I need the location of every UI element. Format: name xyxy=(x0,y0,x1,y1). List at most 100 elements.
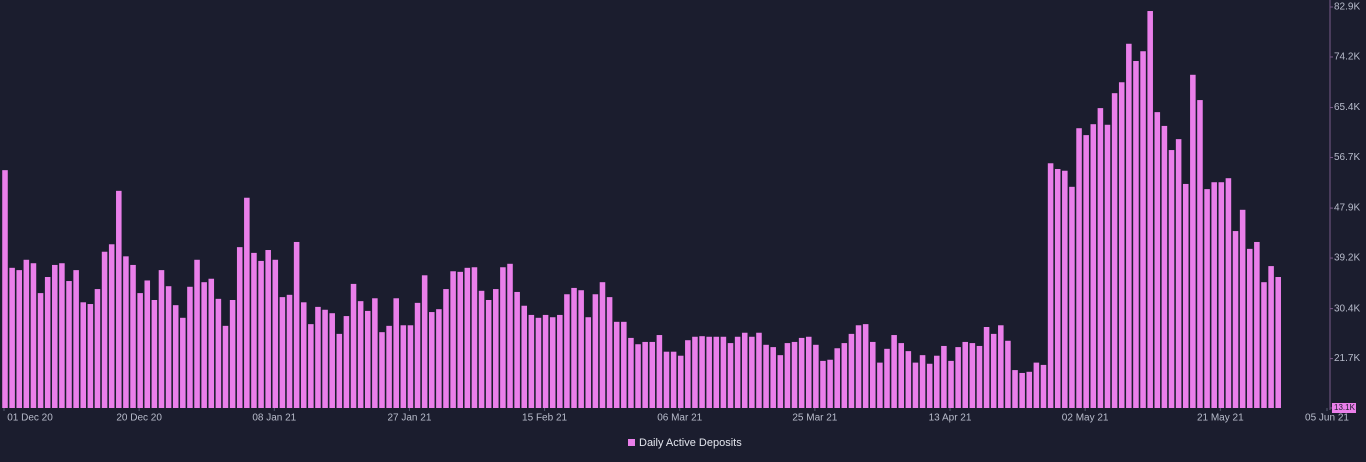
bar xyxy=(229,299,236,408)
bar xyxy=(1190,74,1196,408)
bar xyxy=(400,325,407,408)
y-tick-label: 21.7K xyxy=(1334,353,1360,364)
bar xyxy=(1062,170,1068,408)
bar xyxy=(123,256,129,408)
bar xyxy=(1118,82,1125,409)
bar xyxy=(44,277,51,408)
bar xyxy=(628,337,634,408)
bar xyxy=(720,336,727,408)
bar xyxy=(756,332,762,408)
bar xyxy=(201,282,207,408)
bar xyxy=(1076,128,1082,409)
bar xyxy=(1225,178,1232,408)
bar xyxy=(372,298,378,408)
y-tick-highlight xyxy=(1332,403,1356,413)
bar xyxy=(421,275,428,408)
bar xyxy=(1104,124,1111,408)
bar xyxy=(1033,362,1040,408)
bar xyxy=(151,299,158,408)
bar xyxy=(962,341,969,408)
bar xyxy=(300,302,307,408)
bar xyxy=(236,247,243,408)
bar xyxy=(592,294,599,408)
bar xyxy=(1275,277,1281,408)
bar xyxy=(820,360,826,408)
bar xyxy=(265,250,271,408)
y-tick-label: 47.9K xyxy=(1334,203,1360,214)
bar xyxy=(1246,248,1253,408)
bar xyxy=(23,259,30,408)
bar xyxy=(713,336,720,408)
bar xyxy=(471,267,478,408)
bar xyxy=(699,336,705,408)
bar xyxy=(137,293,143,408)
bar xyxy=(329,313,335,408)
x-tick-label: 25 Mar 21 xyxy=(792,413,837,424)
bar xyxy=(308,324,314,408)
bar xyxy=(763,344,769,408)
x-tick-label: 15 Feb 21 xyxy=(522,413,567,424)
bar xyxy=(891,335,897,408)
bar xyxy=(571,287,577,408)
bar xyxy=(485,299,492,408)
bar xyxy=(116,190,122,408)
bar xyxy=(948,360,954,408)
bar xyxy=(1126,43,1132,408)
bar xyxy=(656,335,663,408)
bar xyxy=(663,351,670,408)
bar xyxy=(1161,125,1168,408)
bar xyxy=(1182,183,1189,408)
bar xyxy=(350,283,357,408)
bar xyxy=(1254,241,1260,408)
bar xyxy=(73,270,79,408)
bar xyxy=(827,359,833,408)
bar xyxy=(905,351,912,408)
bar xyxy=(862,324,869,408)
x-tick-label: 08 Jan 21 xyxy=(252,413,296,424)
bar xyxy=(80,302,87,408)
bar xyxy=(1239,209,1246,408)
bar xyxy=(798,337,805,408)
x-tick-label: 13 Apr 21 xyxy=(929,413,972,424)
bar xyxy=(144,280,151,408)
bar xyxy=(180,317,186,408)
bar xyxy=(848,333,855,408)
bar xyxy=(770,347,776,408)
y-tick-label: 30.4K xyxy=(1334,303,1360,314)
bar xyxy=(1019,372,1025,408)
bar xyxy=(293,241,300,408)
bar xyxy=(642,341,648,408)
bar xyxy=(1232,231,1239,408)
bar xyxy=(528,314,535,408)
bar xyxy=(30,263,37,408)
bar xyxy=(855,325,862,408)
x-tick-label: 21 May 21 xyxy=(1197,413,1244,424)
bar xyxy=(791,341,798,408)
bar xyxy=(364,310,371,408)
bar xyxy=(215,298,222,408)
bar xyxy=(706,336,712,408)
bar xyxy=(1005,340,1011,408)
bar xyxy=(734,336,741,408)
y-tick-label: 13.1K xyxy=(1334,403,1356,412)
bar xyxy=(514,291,520,408)
bar xyxy=(998,325,1004,408)
bar xyxy=(286,294,293,408)
bar xyxy=(1012,370,1018,408)
bar xyxy=(37,293,44,408)
bar xyxy=(208,278,215,408)
bar xyxy=(521,305,528,408)
x-tick-label: 27 Jan 21 xyxy=(387,413,431,424)
bar xyxy=(272,259,279,408)
x-tick-label: 02 May 21 xyxy=(1062,413,1109,424)
x-tick-label: 06 Mar 21 xyxy=(657,413,702,424)
bar xyxy=(549,317,556,408)
bar xyxy=(1026,371,1033,408)
bar xyxy=(130,264,136,408)
bar xyxy=(1047,163,1054,408)
bar xyxy=(884,348,890,408)
bar xyxy=(16,270,22,408)
bar xyxy=(670,351,677,408)
bar xyxy=(279,297,286,408)
